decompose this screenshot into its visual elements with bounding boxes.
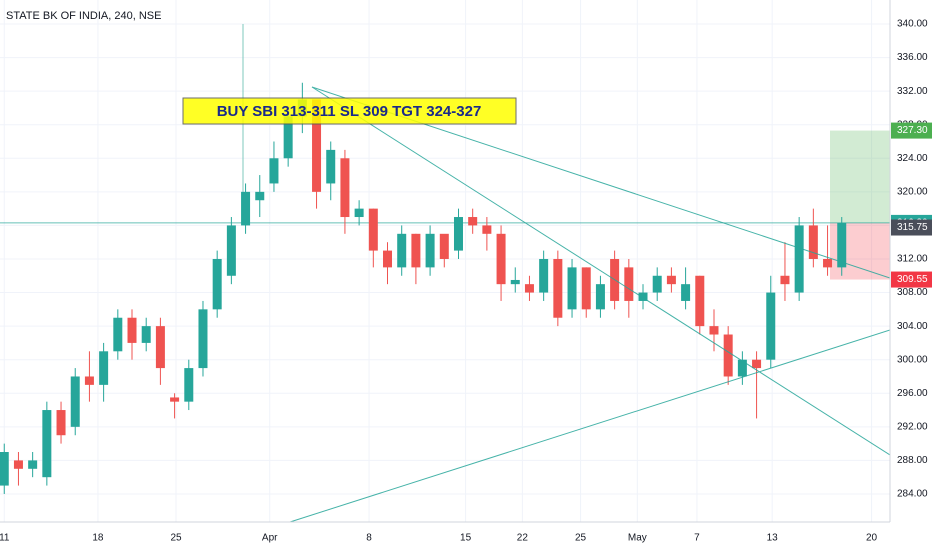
candle-body — [226, 225, 236, 276]
annotation: BUY SBI 313-311 SL 309 TGT 324-327 — [217, 103, 482, 120]
x-tick-label: 25 — [170, 533, 182, 544]
x-tick-label: 22 — [517, 533, 529, 544]
candle-body — [283, 116, 293, 159]
x-tick-label: 15 — [460, 533, 472, 544]
x-tick-label: 20 — [866, 533, 878, 544]
candle-body — [752, 359, 762, 369]
price-label: 309.55 — [897, 274, 928, 285]
y-tick-label: 312.00 — [897, 254, 928, 265]
candle-body — [241, 191, 251, 226]
candle-body — [425, 233, 435, 268]
candle-body — [823, 258, 833, 268]
price-label: 327.30 — [897, 125, 928, 136]
y-tick-label: 292.00 — [897, 421, 928, 432]
y-tick-label: 300.00 — [897, 354, 928, 365]
candle-body — [723, 334, 733, 377]
candle-body — [255, 191, 265, 201]
candle-body — [127, 317, 137, 343]
candle-body — [212, 258, 222, 310]
chart-title: STATE BK OF INDIA, 240, NSE — [6, 10, 161, 22]
x-tick-label: 18 — [92, 533, 104, 544]
grid — [0, 0, 890, 522]
candle-body — [340, 158, 350, 218]
x-tick-label: May — [628, 533, 647, 544]
target-zone — [830, 130, 890, 223]
y-tick-label: 284.00 — [897, 489, 928, 500]
candle-body — [198, 309, 208, 369]
candle-body — [496, 233, 506, 285]
candle-body — [0, 452, 9, 486]
candle-body — [524, 284, 534, 293]
candle-body — [652, 275, 662, 293]
y-tick-label: 308.00 — [897, 287, 928, 298]
candle-body — [539, 258, 549, 293]
price-label-bg — [891, 271, 932, 288]
price-label: 315.75 — [897, 222, 928, 233]
candles — [0, 82, 847, 494]
candle-body — [99, 351, 109, 385]
candle-body — [553, 258, 563, 318]
candle-body — [709, 326, 719, 335]
candle-body — [638, 292, 648, 301]
candle-body — [113, 317, 123, 352]
axes: 284.00 288.00 292.00 296.00 300.00 304.00 308.… — [0, 19, 932, 544]
candle-body — [84, 376, 94, 385]
candle-body — [155, 326, 165, 369]
y-tick-label: 324.00 — [897, 153, 928, 164]
candle-body — [312, 99, 322, 192]
trend-line — [311, 86, 891, 456]
candle-body — [70, 376, 80, 427]
candle-body — [28, 460, 38, 469]
x-tick-label: 13 — [767, 533, 779, 544]
candle-body — [397, 233, 407, 268]
x-tick-label: 8 — [366, 533, 372, 544]
candle-body — [567, 267, 577, 310]
candle-body — [42, 410, 52, 478]
candle-body — [794, 225, 804, 293]
candle-body — [737, 359, 747, 377]
candle-body — [624, 267, 634, 301]
price-label-bg — [891, 219, 932, 236]
candle-body — [780, 275, 790, 285]
trend-line — [289, 329, 891, 523]
candle-body — [383, 250, 393, 268]
candle-body — [269, 158, 279, 184]
candle-body — [56, 410, 66, 436]
candle-body — [368, 208, 378, 251]
candle-body — [482, 225, 492, 234]
candle-body — [468, 217, 478, 226]
candle-body — [595, 284, 605, 310]
y-tick-label: 340.00 — [897, 19, 928, 30]
candle-body — [13, 460, 23, 469]
candle-body — [453, 217, 463, 251]
y-tick-label: 288.00 — [897, 455, 928, 466]
y-tick-label: 332.00 — [897, 86, 928, 97]
candle-body — [326, 149, 336, 184]
y-tick-label: 336.00 — [897, 52, 928, 63]
y-tick-label: 320.00 — [897, 186, 928, 197]
candle-body — [170, 397, 180, 402]
candle-body — [411, 233, 421, 268]
x-tick-label: 11 — [0, 533, 10, 544]
candle-body — [695, 275, 705, 327]
candle-body — [666, 275, 676, 285]
candle-body — [681, 284, 691, 301]
candle-body — [141, 326, 151, 343]
candle-body — [581, 267, 591, 310]
candle-body — [439, 233, 449, 259]
candle-body — [837, 222, 847, 268]
candle-body — [184, 368, 194, 402]
y-tick-label: 304.00 — [897, 321, 928, 332]
candle-body — [354, 208, 364, 218]
x-tick-label: 25 — [575, 533, 587, 544]
price-label-bg — [891, 122, 932, 139]
candle-body — [808, 225, 818, 259]
x-tick-label: 7 — [694, 533, 700, 544]
y-tick-label: 296.00 — [897, 388, 928, 399]
annotation-box — [182, 97, 517, 125]
candle-body — [510, 279, 520, 285]
x-tick-label: Apr — [262, 533, 278, 544]
candle-body — [766, 292, 776, 360]
